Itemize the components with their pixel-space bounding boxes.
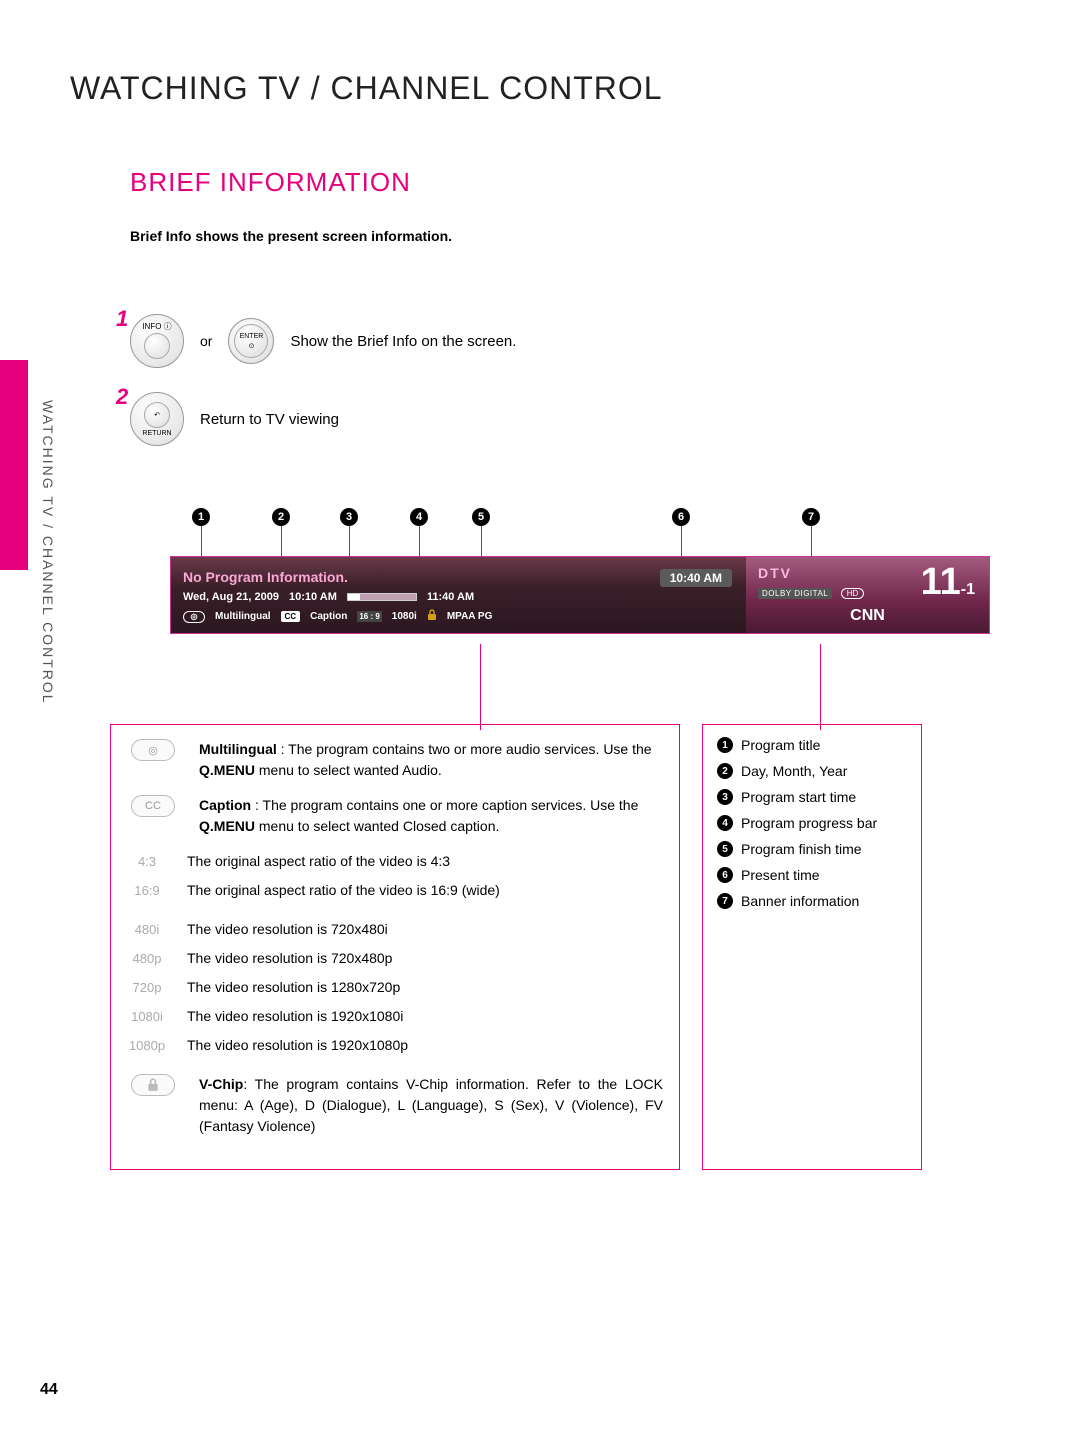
enter-button-inner: ENTER ⊙ [234, 324, 268, 358]
dtv-label: DTV [758, 565, 792, 581]
callout-legend-num: 2 [717, 763, 733, 779]
channel-name: CNN [758, 607, 977, 625]
banner-end: 11:40 AM [427, 591, 474, 603]
callouts: 1 2 3 4 5 6 7 [192, 508, 962, 528]
callout-legend-num: 1 [717, 737, 733, 753]
channel-number: 11-1 [921, 563, 975, 601]
label-480i: 480i [125, 922, 169, 937]
callout-legend-item: 3 Program start time [717, 789, 909, 805]
callout-7: 7 [802, 508, 820, 526]
callout-legend-text: Day, Month, Year [741, 763, 847, 779]
label-4-3: 4:3 [125, 854, 169, 869]
rating-label: MPAA PG [447, 611, 493, 622]
dolby-badge: DOLBY DIGITAL [758, 588, 832, 599]
section-title: BRIEF INFORMATION [130, 167, 990, 198]
connector-right [820, 644, 821, 730]
program-title: No Program Information. [183, 569, 736, 585]
info-button-label: INFO ⓘ [142, 323, 171, 331]
callout-legend-text: Program progress bar [741, 815, 877, 831]
callout-3: 3 [340, 508, 358, 526]
legend-vchip: V-Chip: The program contains V-Chip info… [199, 1074, 663, 1137]
callout-legend-text: Program title [741, 737, 820, 753]
step-1-number: 1 [116, 306, 128, 332]
or-text: or [200, 333, 212, 349]
callout-legend-num: 7 [717, 893, 733, 909]
legend-480p: The video resolution is 720x480p [187, 948, 392, 969]
callout-legend-num: 5 [717, 841, 733, 857]
hd-badge: HD [841, 588, 865, 599]
legend-cc-icon: CC [131, 795, 175, 817]
callout-2: 2 [272, 508, 290, 526]
callout-legend-num: 4 [717, 815, 733, 831]
callout-legend-item: 7 Banner information [717, 893, 909, 909]
callout-legend-box: 1 Program title 2 Day, Month, Year 3 Program … [702, 724, 922, 1170]
cc-icon: CC [281, 611, 301, 622]
label-480p: 480p [125, 951, 169, 966]
legend-1080i: The video resolution is 1920x1080i [187, 1006, 403, 1027]
legend-caption: Caption : The program contains one or mo… [199, 795, 663, 837]
info-button-inner [144, 333, 170, 359]
banner-left: No Program Information. 10:40 AM Wed, Au… [171, 557, 746, 633]
step-2-number: 2 [116, 384, 128, 410]
cc-label: Caption [310, 611, 347, 622]
multilingual-icon: ◎ [183, 611, 205, 623]
label-16-9: 16:9 [125, 883, 169, 898]
legend-box: ◎ Multilingual : The program contains tw… [110, 724, 680, 1170]
progress-bar [347, 593, 417, 601]
return-button-label: RETURN [142, 430, 171, 437]
callout-legend-num: 6 [717, 867, 733, 883]
callout-legend-text: Banner information [741, 893, 859, 909]
callout-legend-item: 2 Day, Month, Year [717, 763, 909, 779]
return-button-inner: ↶ [144, 402, 170, 428]
label-1080p: 1080p [125, 1038, 169, 1053]
legend-480i: The video resolution is 720x480i [187, 919, 388, 940]
step-1-desc: Show the Brief Info on the screen. [290, 333, 516, 350]
return-button: ↶ RETURN [130, 392, 184, 446]
page-title: WATCHING TV / CHANNEL CONTROL [70, 70, 990, 107]
callout-legend-num: 3 [717, 789, 733, 805]
legend-720p: The video resolution is 1280x720p [187, 977, 400, 998]
callout-1: 1 [192, 508, 210, 526]
callout-legend-text: Program finish time [741, 841, 862, 857]
info-button: INFO ⓘ [130, 314, 184, 368]
enter-button-label: ENTER [240, 333, 264, 340]
page-number: 44 [40, 1381, 58, 1399]
enter-button-dot: ⊙ [249, 342, 255, 350]
legend-4-3: The original aspect ratio of the video i… [187, 851, 450, 872]
callout-5: 5 [472, 508, 490, 526]
connector-left [480, 644, 481, 730]
present-time: 10:40 AM [660, 569, 732, 587]
banner-right: DTV 11-1 DOLBY DIGITAL HD CNN [746, 557, 989, 633]
callout-4: 4 [410, 508, 428, 526]
legend-1080p: The video resolution is 1920x1080p [187, 1035, 408, 1056]
callout-legend-text: Present time [741, 867, 820, 883]
legend-multilingual: Multilingual : The program contains two … [199, 739, 663, 781]
callout-6: 6 [672, 508, 690, 526]
enter-button: ENTER ⊙ [228, 318, 274, 364]
resolution-text: 1080i [392, 611, 417, 622]
callout-legend-item: 1 Program title [717, 737, 909, 753]
callout-legend-item: 5 Program finish time [717, 841, 909, 857]
legend-16-9: The original aspect ratio of the video i… [187, 880, 500, 901]
step-2: 2 ↶ RETURN Return to TV viewing [130, 392, 990, 446]
callout-legend-item: 4 Program progress bar [717, 815, 909, 831]
banner-start: 10:10 AM [289, 591, 337, 603]
ml-label: Multilingual [215, 611, 271, 622]
info-banner: No Program Information. 10:40 AM Wed, Au… [170, 556, 990, 634]
aspect-badge: 16 : 9 [357, 611, 381, 622]
callout-legend-item: 6 Present time [717, 867, 909, 883]
legend-ml-icon: ◎ [131, 739, 175, 761]
step-2-desc: Return to TV viewing [200, 411, 339, 428]
step-1: 1 INFO ⓘ or ENTER ⊙ Show the Brief Info … [130, 314, 990, 368]
label-720p: 720p [125, 980, 169, 995]
callout-legend-text: Program start time [741, 789, 856, 805]
banner-date: Wed, Aug 21, 2009 [183, 591, 279, 603]
label-1080i: 1080i [125, 1009, 169, 1024]
intro-text: Brief Info shows the present screen info… [130, 228, 990, 244]
lock-icon [427, 609, 437, 624]
legend-lock-icon [131, 1074, 175, 1096]
